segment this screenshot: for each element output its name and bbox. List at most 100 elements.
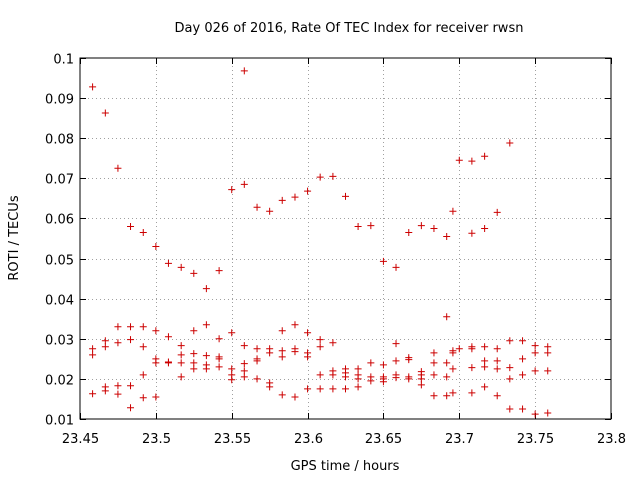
data-point [177,359,185,367]
data-point [152,327,160,335]
y-tick-label: 0.03 [45,334,74,349]
data-point [240,360,248,368]
data-point [481,152,489,160]
data-point [304,353,312,361]
data-point [139,394,147,402]
plot-area-frame [79,57,612,420]
data-point [379,361,387,369]
data-points [89,67,552,418]
data-point [127,404,135,412]
data-point [152,359,160,367]
x-tick-label: 23.7 [445,432,474,447]
data-point [354,383,362,391]
data-point [519,337,527,345]
data-point [127,336,135,344]
data-point [240,342,248,350]
data-point [531,342,539,350]
data-point [240,180,248,188]
data-point [506,405,514,413]
data-point [101,337,109,345]
data-point [152,243,160,251]
data-point [316,343,324,351]
data-point [89,345,97,353]
data-point [101,109,109,117]
data-point [342,385,349,393]
data-point [519,355,527,363]
data-point [329,339,337,347]
data-point [139,323,147,331]
data-point [253,203,261,211]
data-point [354,365,362,373]
data-point [177,263,185,271]
y-tick-label: 0.01 [45,414,74,429]
x-tick-label: 23.6 [294,432,323,447]
data-point [430,371,438,379]
data-point [481,383,489,391]
data-point [392,340,400,348]
data-point [544,343,552,351]
x-tick-label: 23.8 [597,432,626,447]
data-point [89,83,97,91]
data-point [379,378,387,386]
data-point [316,385,324,393]
data-point [481,363,489,371]
data-point [101,387,109,395]
data-point [114,339,122,347]
data-point [114,382,122,390]
data-point [443,232,451,240]
data-point [215,267,223,275]
data-point [354,222,362,230]
data-point [468,345,476,353]
data-point [202,352,210,360]
data-point [493,365,501,373]
data-point [430,392,438,400]
data-point [291,348,299,356]
data-point [531,410,539,418]
data-point [215,335,223,343]
data-point [316,371,324,379]
data-point [304,385,312,393]
data-point [316,336,324,344]
x-tick-label: 23.45 [62,432,99,447]
data-point [367,359,375,367]
data-point [544,367,552,375]
data-point [506,139,514,147]
data-point [164,259,172,267]
data-point [177,342,185,350]
data-point [304,329,312,337]
data-point [228,365,236,373]
data-point [544,349,552,357]
data-point [190,327,198,335]
data-point [455,345,463,353]
data-point [329,172,337,180]
data-point [215,363,223,371]
data-point [493,357,501,365]
chart-title: Day 026 of 2016, Rate Of TEC Index for r… [175,21,524,36]
data-point [519,405,527,413]
data-point [304,187,312,195]
data-point [481,357,489,365]
data-point [493,208,501,216]
y-axis-label: ROTI / TECUs [7,195,22,280]
data-point [177,351,185,359]
data-point [177,373,185,381]
data-point [405,375,413,383]
data-point [164,333,172,341]
y-tick-label: 0.05 [45,254,74,269]
data-point [164,359,172,367]
data-point [266,383,274,391]
data-point [367,222,375,230]
data-point [190,350,198,358]
data-point [481,343,489,351]
y-tick-label: 0.07 [45,173,74,188]
data-point [449,389,457,397]
data-point [506,364,514,372]
data-point [392,374,400,382]
data-point [190,359,198,367]
data-point [430,359,438,367]
data-point [240,367,248,375]
data-point [89,390,97,398]
data-point [493,392,501,400]
data-point [152,393,160,401]
x-tick-label: 23.75 [517,432,554,447]
